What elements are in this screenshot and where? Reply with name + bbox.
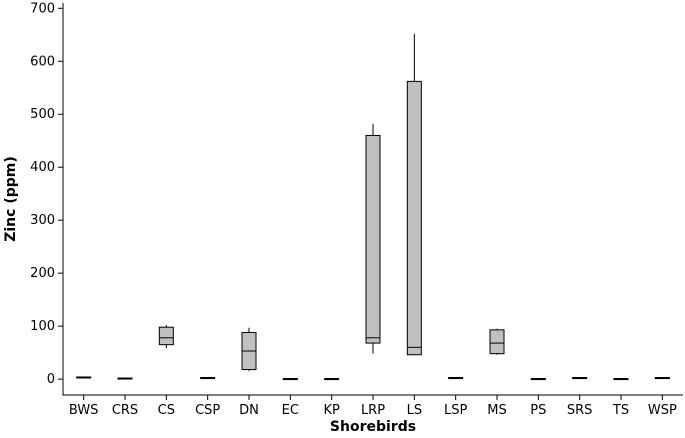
x-tick-label: CS	[158, 403, 175, 418]
box-iqr	[489, 329, 505, 355]
box-iqr	[158, 326, 174, 346]
box-ts	[613, 378, 629, 381]
y-tick-label: 0	[47, 372, 55, 387]
x-tick-label: KP	[323, 403, 340, 418]
x-tick-label: MS	[487, 403, 506, 418]
x-tick-label: LRP	[361, 403, 385, 418]
box-wsp	[654, 377, 670, 380]
y-tick-label: 300	[30, 213, 55, 228]
x-tick-label: LSP	[444, 403, 467, 418]
x-tick-label: SRS	[567, 403, 593, 418]
y-tick-label: 600	[30, 54, 55, 69]
y-tick-label: 500	[30, 107, 55, 122]
x-tick-label: CRS	[112, 403, 138, 418]
y-axis: 0 100 200 300 400 500 600 700	[30, 1, 63, 387]
box-cs	[158, 325, 174, 349]
box-iqr	[406, 80, 422, 356]
y-tick-label: 700	[30, 1, 55, 16]
box-csp	[200, 377, 216, 380]
box-kp	[324, 378, 340, 381]
x-tick-label: CSP	[195, 403, 220, 418]
y-axis-title: Zinc (ppm)	[3, 156, 19, 242]
x-tick-label: PS	[530, 403, 546, 418]
x-tick-label: TS	[612, 403, 629, 418]
x-tick-label: LS	[407, 403, 423, 418]
box-ps	[530, 378, 546, 381]
box-crs	[117, 377, 133, 380]
x-axis: BWS CRS CS CSP DN EC KP LRP LS LSP MS PS SRS TS WSP	[69, 395, 677, 418]
box-bws	[76, 376, 92, 379]
y-tick-label: 400	[30, 160, 55, 175]
box-lrp	[365, 123, 381, 354]
box-ms	[489, 328, 505, 355]
plot-area: 0 100 200 300 400 500 600 700 BWS CRS CS CSP DN EC KP…	[30, 1, 683, 418]
box-dn	[241, 327, 257, 372]
x-axis-title: Shorebirds	[330, 419, 416, 435]
box-lsp	[448, 377, 464, 380]
x-tick-label: DN	[239, 403, 259, 418]
axis-frame	[62, 3, 683, 396]
box-ec	[282, 378, 298, 381]
box-iqr	[365, 134, 381, 344]
x-tick-label: WSP	[648, 403, 677, 418]
box-srs	[572, 377, 588, 380]
x-tick-label: EC	[282, 403, 299, 418]
box-ls	[406, 33, 422, 356]
x-tick-label: BWS	[69, 403, 99, 418]
y-tick-label: 200	[30, 266, 55, 281]
boxes-group	[76, 33, 670, 381]
y-tick-label: 100	[30, 319, 55, 334]
